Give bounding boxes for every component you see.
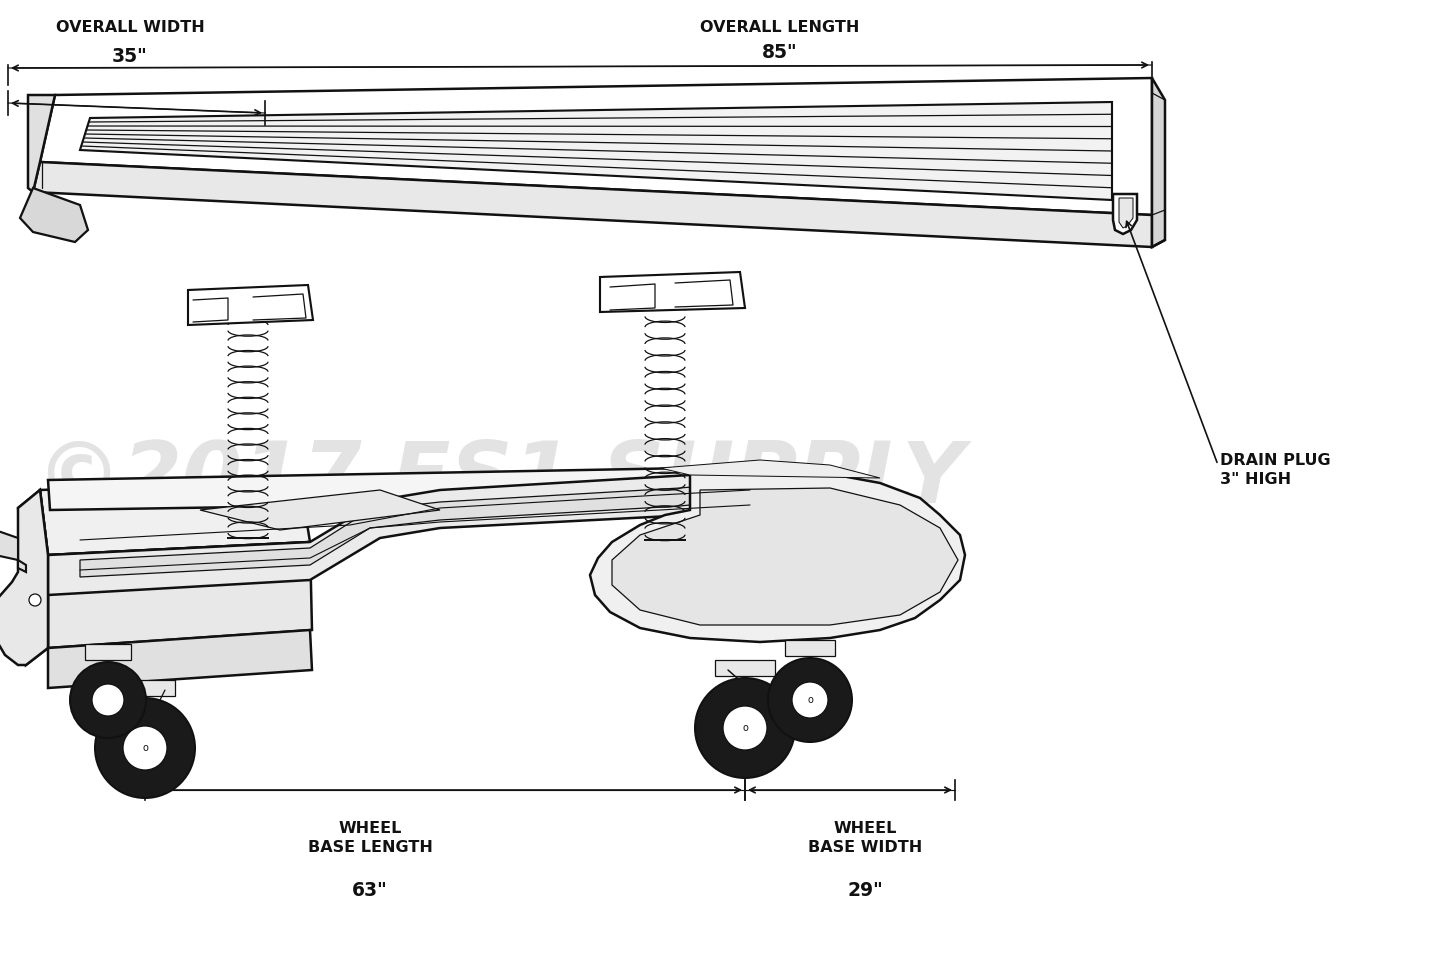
Circle shape	[29, 594, 40, 606]
Polygon shape	[26, 555, 48, 665]
Text: OVERALL WIDTH: OVERALL WIDTH	[55, 20, 204, 36]
Text: OVERALL LENGTH: OVERALL LENGTH	[701, 20, 860, 36]
Polygon shape	[48, 468, 760, 595]
Text: 29": 29"	[847, 880, 883, 899]
Text: 63": 63"	[353, 880, 387, 899]
Circle shape	[767, 658, 853, 742]
Polygon shape	[600, 272, 746, 312]
Text: 85": 85"	[762, 42, 798, 62]
Polygon shape	[660, 460, 880, 478]
Text: DRAIN PLUG
3" HIGH: DRAIN PLUG 3" HIGH	[1220, 453, 1331, 487]
Circle shape	[722, 706, 767, 750]
Polygon shape	[590, 468, 965, 642]
Polygon shape	[116, 680, 175, 696]
Polygon shape	[188, 285, 314, 325]
Polygon shape	[715, 660, 775, 676]
Circle shape	[695, 678, 795, 778]
Polygon shape	[17, 490, 48, 572]
Polygon shape	[613, 488, 958, 625]
Polygon shape	[48, 630, 312, 688]
Polygon shape	[27, 95, 55, 192]
Polygon shape	[1118, 198, 1133, 228]
Polygon shape	[0, 530, 26, 572]
Polygon shape	[40, 78, 1152, 215]
Circle shape	[95, 698, 195, 798]
Polygon shape	[785, 640, 835, 656]
Polygon shape	[20, 188, 88, 242]
Text: WHEEL
BASE LENGTH: WHEEL BASE LENGTH	[308, 821, 432, 855]
Text: o: o	[743, 723, 749, 733]
Text: 35": 35"	[113, 47, 147, 66]
Text: ©2017 FS1 SUPPLY: ©2017 FS1 SUPPLY	[36, 438, 964, 522]
Polygon shape	[199, 490, 439, 530]
Polygon shape	[0, 490, 48, 665]
Polygon shape	[1152, 78, 1165, 247]
Circle shape	[69, 662, 146, 738]
Circle shape	[92, 684, 124, 716]
Polygon shape	[40, 480, 311, 555]
Polygon shape	[85, 644, 131, 660]
Polygon shape	[48, 468, 699, 510]
Circle shape	[123, 726, 168, 770]
Polygon shape	[48, 542, 312, 648]
Text: WHEEL
BASE WIDTH: WHEEL BASE WIDTH	[808, 821, 922, 855]
Text: o: o	[808, 695, 814, 705]
Polygon shape	[79, 102, 1113, 200]
Polygon shape	[1113, 194, 1137, 234]
Polygon shape	[33, 162, 1152, 247]
Circle shape	[792, 682, 828, 718]
Polygon shape	[79, 483, 740, 577]
Text: o: o	[142, 743, 147, 753]
